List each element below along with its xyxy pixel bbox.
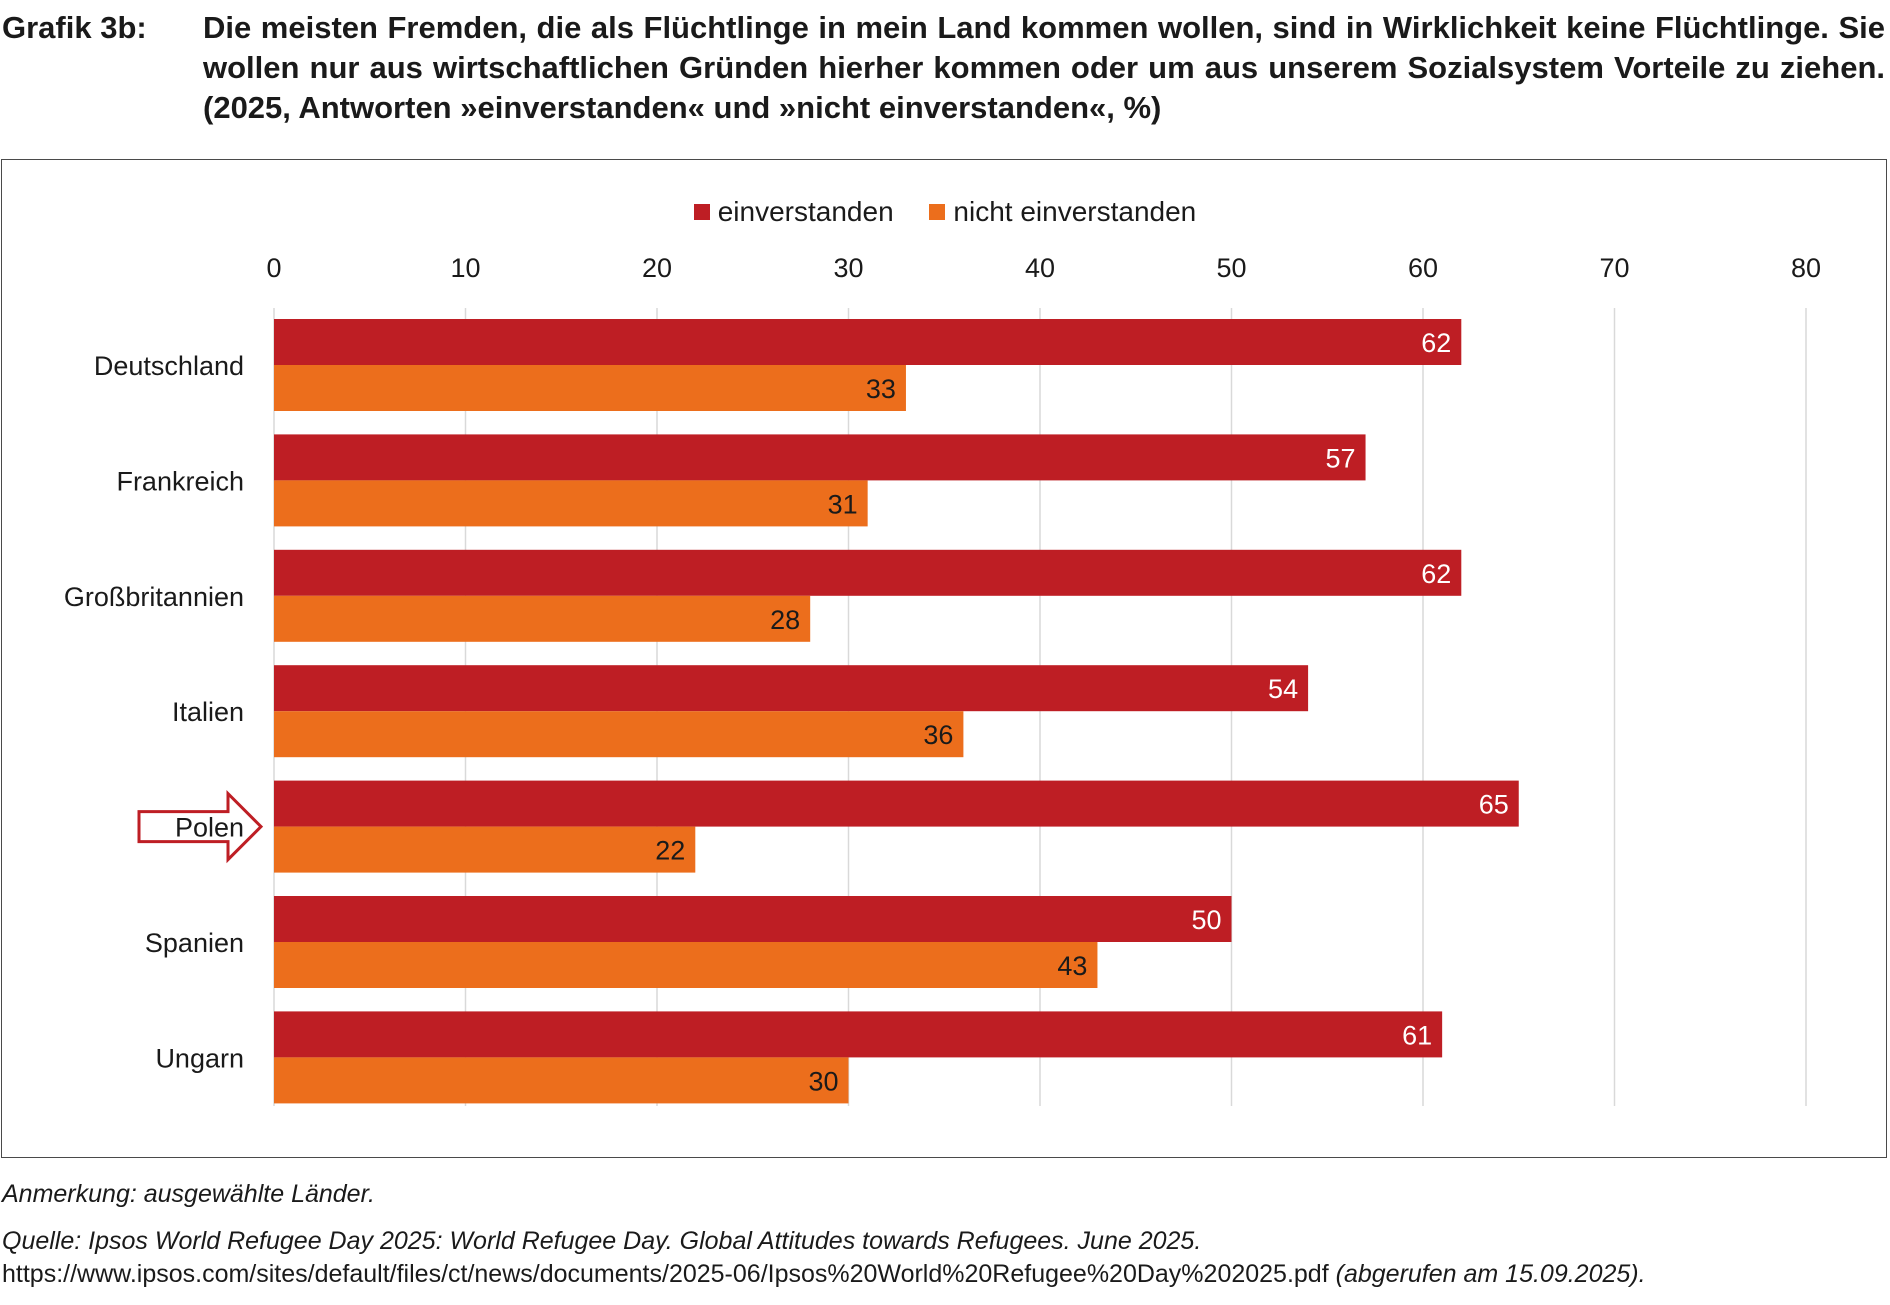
category-label-frankreich: Frankreich [116, 466, 244, 496]
x-tick-label-40: 40 [1025, 253, 1055, 283]
x-tick-label-70: 70 [1599, 253, 1629, 283]
bar-italien-nicht-einverstanden [274, 711, 964, 758]
bar-ungarn-nicht-einverstanden [274, 1057, 849, 1104]
data-label-deutschland-einverstanden: 62 [1421, 328, 1451, 358]
bar-frankreich-einverstanden [274, 434, 1366, 481]
bar-polen-einverstanden [274, 780, 1519, 827]
x-tick-label-10: 10 [450, 253, 480, 283]
category-label-italien: Italien [172, 697, 244, 727]
data-label-frankreich-nicht-einverstanden: 31 [828, 489, 858, 519]
bar-ungarn-einverstanden [274, 1011, 1443, 1058]
data-label-frankreich-einverstanden: 57 [1326, 443, 1356, 473]
legend-label-nicht-einverstanden: nicht einverstanden [953, 196, 1197, 227]
bar-großbritannien-nicht-einverstanden [274, 595, 811, 642]
legend: einverstanden nicht einverstanden [0, 196, 1890, 228]
x-tick-label-30: 30 [833, 253, 863, 283]
bar-deutschland-nicht-einverstanden [274, 365, 906, 411]
bar-spanien-einverstanden [274, 896, 1232, 942]
x-tick-label-60: 60 [1408, 253, 1438, 283]
bar-chart: 0 10 20 30 40 50 60 70 80 62 33 Deutschland 57 31 Fran… [64, 253, 1821, 1106]
category-label-deutschland: Deutschland [94, 351, 244, 381]
data-label-italien-nicht-einverstanden: 36 [923, 720, 953, 750]
bar-deutschland-einverstanden [274, 319, 1462, 365]
source-prefix: Quelle: Ipsos World Refugee Day 2025: Wo… [2, 1227, 1202, 1255]
figure-title: Die meisten Fremden, die als Flüchtlinge… [203, 10, 1885, 125]
figure-label: Grafik 3b: [2, 10, 147, 45]
legend-item-nicht-einverstanden: nicht einverstanden [929, 196, 1196, 228]
footnote: Anmerkung: ausgewählte Länder. [2, 1180, 375, 1208]
legend-swatch-nicht-einverstanden [929, 204, 946, 220]
data-label-großbritannien-nicht-einverstanden: 28 [770, 605, 800, 635]
data-label-spanien-nicht-einverstanden: 43 [1057, 951, 1087, 981]
x-tick-label-50: 50 [1216, 253, 1246, 283]
highlight-arrow-icon [137, 789, 264, 864]
category-label-polen: Polen [175, 813, 244, 843]
bar-polen-nicht-einverstanden [274, 826, 696, 873]
bar-großbritannien-einverstanden [274, 549, 1462, 596]
legend-swatch-einverstanden [693, 204, 710, 220]
data-label-italien-einverstanden: 54 [1268, 674, 1298, 704]
source-url[interactable]: https://www.ipsos.com/sites/default/file… [2, 1260, 1329, 1288]
category-label-großbritannien: Großbritannien [64, 582, 244, 612]
x-tick-label-20: 20 [642, 253, 672, 283]
bar-spanien-nicht-einverstanden [274, 942, 1098, 988]
data-label-spanien-einverstanden: 50 [1191, 905, 1221, 935]
x-tick-label-80: 80 [1791, 253, 1821, 283]
legend-item-einverstanden: einverstanden [693, 196, 894, 228]
bar-italien-einverstanden [274, 665, 1309, 712]
legend-label-einverstanden: einverstanden [717, 196, 894, 227]
data-label-ungarn-einverstanden: 61 [1402, 1020, 1432, 1050]
data-label-polen-einverstanden: 65 [1479, 790, 1509, 820]
data-label-polen-nicht-einverstanden: 22 [655, 836, 685, 866]
category-label-spanien: Spanien [145, 928, 244, 958]
data-label-deutschland-nicht-einverstanden: 33 [866, 374, 896, 404]
bar-frankreich-nicht-einverstanden [274, 480, 868, 527]
data-label-großbritannien-einverstanden: 62 [1421, 559, 1451, 589]
source-suffix: (abgerufen am 15.09.2025). [1335, 1260, 1646, 1288]
source-citation: Quelle: Ipsos World Refugee Day 2025: Wo… [2, 1225, 1888, 1291]
category-label-ungarn: Ungarn [155, 1043, 244, 1073]
chart-frame [1, 159, 1887, 1158]
data-label-ungarn-nicht-einverstanden: 30 [808, 1066, 838, 1096]
x-tick-label-0: 0 [266, 253, 281, 283]
